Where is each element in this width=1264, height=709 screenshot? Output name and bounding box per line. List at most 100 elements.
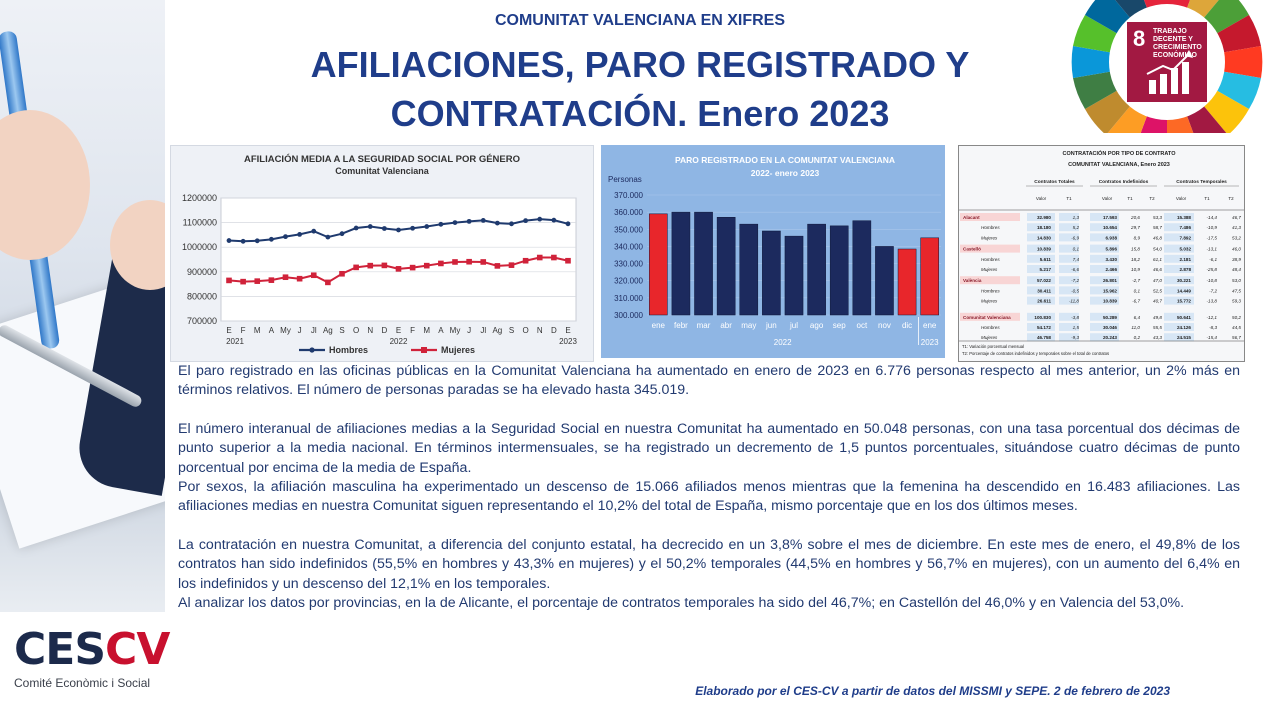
table-cell: 49,8 xyxy=(1153,315,1162,320)
chart1-point xyxy=(310,272,317,279)
table-cell: -7,2 xyxy=(1209,288,1217,293)
table-cell: 24.515 xyxy=(1177,335,1191,340)
table-value-band xyxy=(1027,254,1055,263)
chart1-point xyxy=(311,228,317,234)
table-value-band xyxy=(1164,333,1194,342)
table-row-label: Hombres xyxy=(981,288,1000,293)
table-cell: 5.896 xyxy=(1106,247,1118,252)
chart1-ytick-label: 1200000 xyxy=(182,193,217,203)
logo-word-dark: CES xyxy=(14,624,106,675)
chart1-xtick-label: Ag xyxy=(492,326,502,335)
table-cell: 10,9 xyxy=(1131,267,1140,272)
chart1-point xyxy=(367,262,374,269)
chart1-plot-area xyxy=(220,197,577,322)
logo-subtitle: Comité Econòmic i Social xyxy=(14,676,151,690)
chart2-bar xyxy=(739,223,759,316)
table-cell: -13,8 xyxy=(1207,299,1218,304)
table-row-label-highlight xyxy=(960,276,1020,285)
chart2-xtick-label: may xyxy=(741,321,756,330)
supertitle: COMUNITAT VALENCIANA EN XIFRES xyxy=(494,12,786,29)
chart1-xtick-label: E xyxy=(565,326,570,335)
chart2-ytick-label: 360.000 xyxy=(614,208,643,217)
chart2-subtitle: 2022- enero 2023 xyxy=(751,168,820,178)
chart1-xtick-label: N xyxy=(537,326,543,335)
chart1-point xyxy=(509,221,514,227)
paragraph-unemployment: El paro registrado en las oficinas públi… xyxy=(178,363,1240,399)
chart1-xtick-label: My xyxy=(450,326,461,335)
table-cell: 30.411 xyxy=(1037,288,1051,293)
chart1-xtick-label: J xyxy=(467,326,471,335)
table-col-header: T2 xyxy=(1149,196,1155,201)
table-value-band xyxy=(1164,296,1194,305)
table-group-header: Contratos Indefinidos xyxy=(1099,179,1149,185)
table-value-band xyxy=(1164,265,1194,273)
table-cell: 5,2 xyxy=(1073,225,1080,230)
table-value-band xyxy=(1164,312,1194,321)
chart1-title: AFILIACIÓN MEDIA A LA SEGURIDAD SOCIAL P… xyxy=(244,153,520,165)
chart1-xtick-label: F xyxy=(241,326,246,335)
chart1-xtick-label: D xyxy=(551,326,557,335)
table-value-band xyxy=(1090,286,1119,295)
table-value-band xyxy=(1090,233,1119,242)
chart1-point xyxy=(353,264,359,271)
table-cell: 53,0 xyxy=(1232,278,1241,283)
chart1-point xyxy=(353,225,359,231)
chart1-point xyxy=(240,238,246,244)
table-cell: 7.486 xyxy=(1180,225,1192,230)
table-cell: 100.830 xyxy=(1034,315,1051,320)
chart1-point xyxy=(565,221,571,227)
table-cell: 55,5 xyxy=(1153,325,1162,330)
chart2-ytick-label: 370.000 xyxy=(614,191,643,200)
table-row-label: Alacant xyxy=(963,215,980,220)
chart1-xtick-label: E xyxy=(396,326,401,335)
chart2-title: PARO REGISTRADO EN LA COMUNITAT VALENCIA… xyxy=(675,155,895,165)
table-group-header: Contratos Temporales xyxy=(1176,179,1227,185)
chart1-point xyxy=(466,218,472,224)
hand-shape xyxy=(0,110,90,260)
table-cell: 50.289 xyxy=(1103,315,1117,320)
chart1-point xyxy=(254,278,261,284)
paragraph-affiliation: El número interanual de afiliaciones med… xyxy=(178,420,1240,476)
table-col-header: T1 xyxy=(1127,196,1133,201)
table-cell: -3,8 xyxy=(1071,315,1079,320)
chart2-bar xyxy=(875,246,894,316)
table-cell: 54.172 xyxy=(1037,325,1051,330)
chart2-bar xyxy=(649,213,668,316)
chart1-point xyxy=(325,279,331,286)
chart1-subtitle: Comunitat Valenciana xyxy=(335,166,430,176)
table-row-label: Mujeres xyxy=(981,235,998,240)
table-cell: 56,7 xyxy=(1232,335,1241,340)
table-cell: 24.126 xyxy=(1177,325,1191,330)
table-cell: 20.243 xyxy=(1103,335,1117,340)
chart1-point xyxy=(396,227,401,233)
chart1-xtick-label: O xyxy=(523,326,529,335)
table-row-label-highlight xyxy=(960,213,1020,221)
table-cell: 58,7 xyxy=(1153,225,1162,230)
table-value-band xyxy=(1059,244,1079,253)
chart1-legend-marker xyxy=(421,347,427,353)
chart1-xtick-label: A xyxy=(269,326,275,335)
chart2-ytick-label: 330.000 xyxy=(614,260,643,269)
table-cell: 15.962 xyxy=(1103,288,1117,293)
chart2-ytick-label: 320.000 xyxy=(614,277,643,286)
chart1-point xyxy=(325,234,331,240)
table-cell: -6,7 xyxy=(1132,299,1140,304)
chart1-ytick-label: 1100000 xyxy=(183,218,217,228)
chart1-point xyxy=(565,257,571,264)
chart2-xtick-label: nov xyxy=(878,321,891,330)
contracts-table: CONTRATACIÓN POR TIPO DE CONTRATO COMUNIT… xyxy=(958,145,1245,362)
chart1-point xyxy=(296,275,303,282)
table-row-label: Comunitat Valenciana xyxy=(963,315,1011,320)
table-cell: 2.466 xyxy=(1106,267,1118,272)
table-value-band xyxy=(1059,276,1079,285)
chart1-xtick-label: O xyxy=(353,326,359,335)
table-value-band xyxy=(1090,333,1119,342)
table-cell: 0,1 xyxy=(1073,247,1080,252)
chart2-ylabel: Personas xyxy=(608,175,642,184)
chart2-xtick-label: abr xyxy=(720,321,732,330)
chart2-xtick-label: jul xyxy=(789,321,798,330)
chart1-point xyxy=(494,263,501,269)
chart1-point xyxy=(522,257,529,264)
paragraph-provinces: Al analizar los datos por provincias, en… xyxy=(178,595,1185,612)
chart1-point xyxy=(367,224,373,229)
